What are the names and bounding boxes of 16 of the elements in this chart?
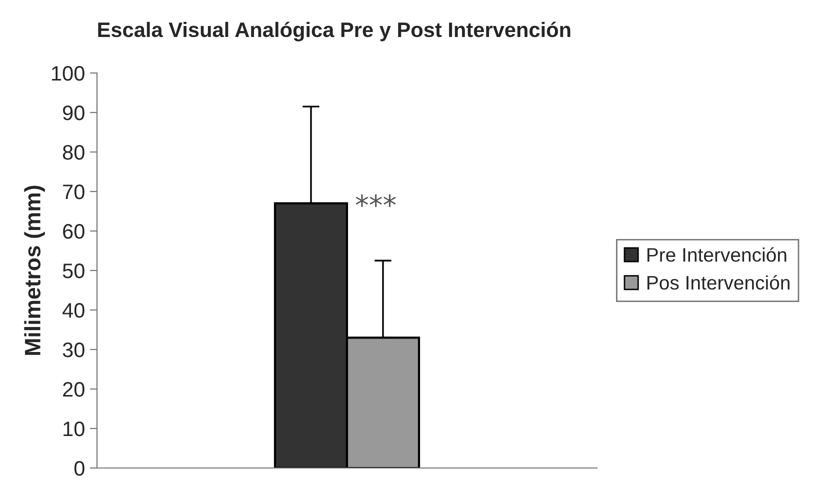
- y-tick-label: 10: [64, 422, 84, 436]
- y-tick-label: 90: [63, 106, 84, 120]
- y-tick-label: 30: [62, 342, 84, 358]
- y-tick-label: 100: [52, 66, 84, 81]
- annotation: ***: [356, 194, 396, 208]
- legend-label: Pre Intervención: [647, 247, 786, 262]
- legend-label: Pos Intervención: [647, 275, 790, 290]
- y-axis-title: Milimetros (mm): [24, 186, 45, 355]
- y-tick-label: 60: [63, 224, 84, 239]
- y-tick-label: 80: [62, 145, 84, 160]
- y-tick-label: 40: [62, 303, 84, 318]
- y-tick-label: 0: [74, 461, 84, 476]
- y-tick-label: 70: [63, 184, 84, 200]
- chart-title: Escala Visual Analógica Pre y Post Intervención: [98, 22, 570, 42]
- y-tick-label: 50: [62, 264, 84, 278]
- y-tick-label: 20: [63, 382, 84, 397]
